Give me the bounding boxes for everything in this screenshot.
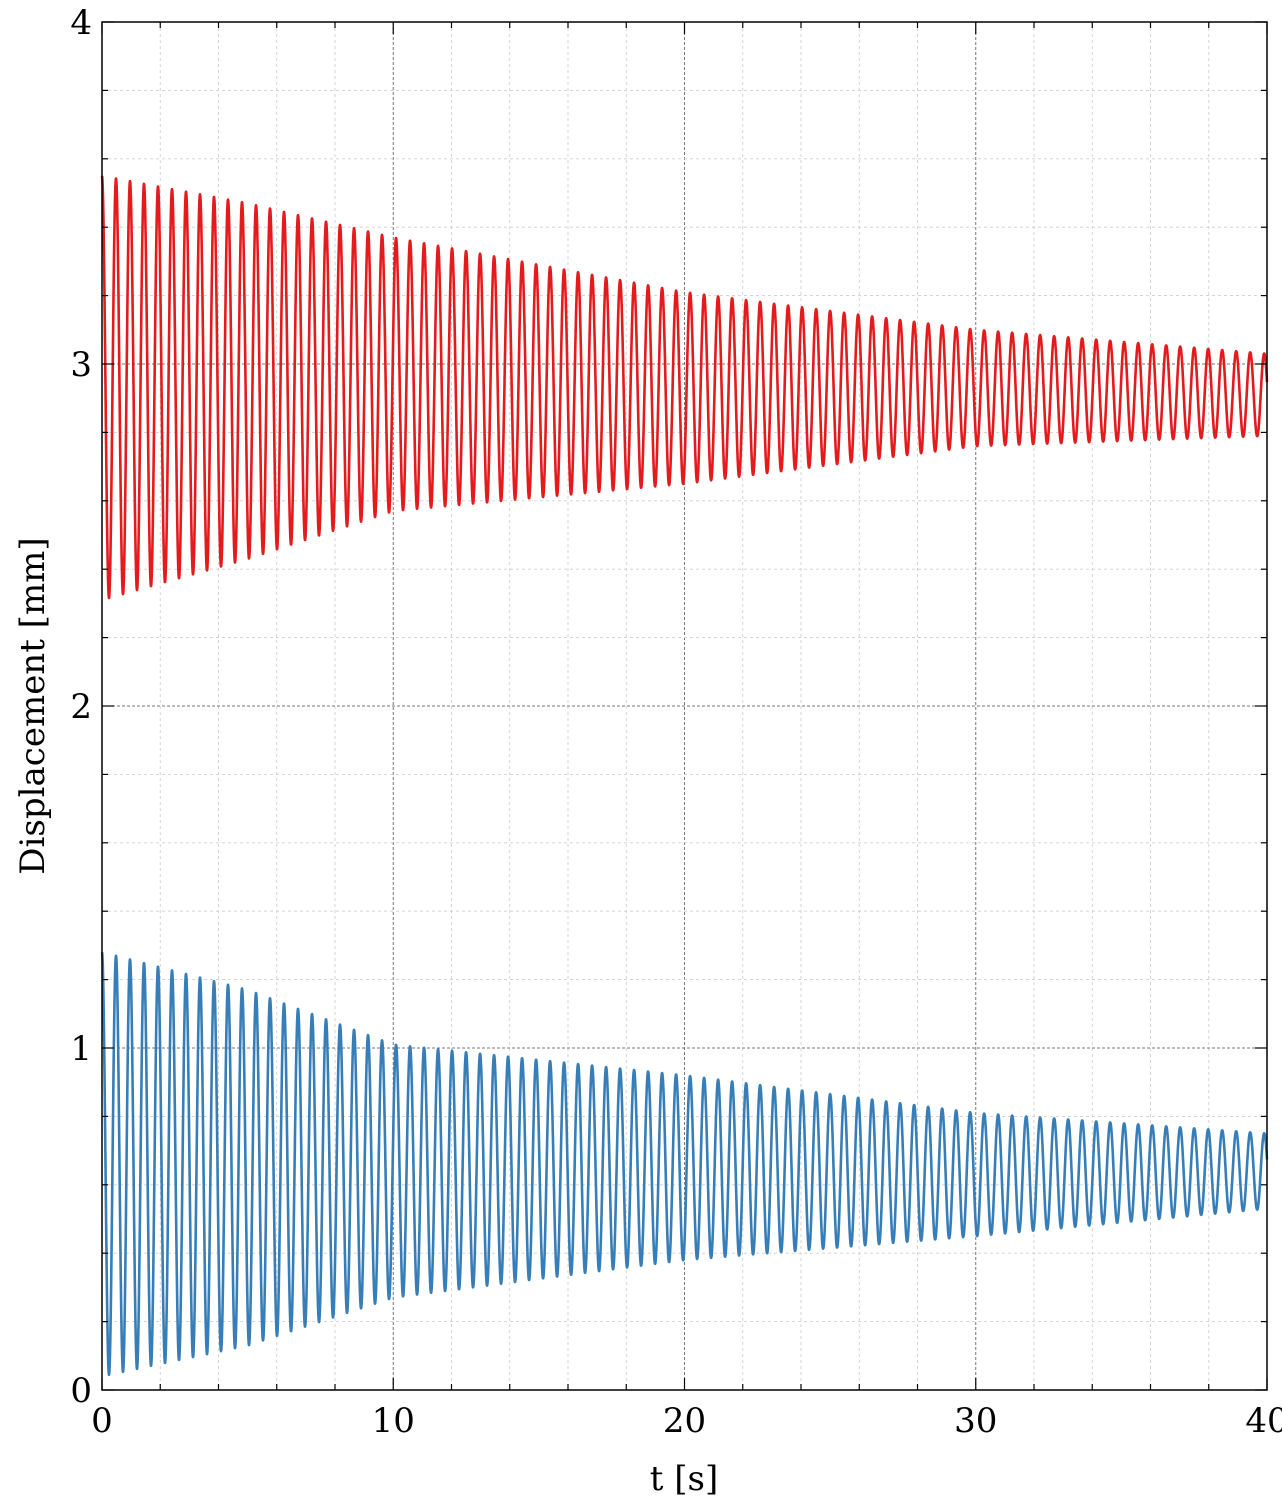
y-tick-label: 2: [70, 687, 92, 727]
x-tick-label: 10: [372, 1401, 415, 1441]
x-tick-label: 0: [91, 1401, 113, 1441]
series-line-2: [100, 951, 1269, 1377]
series-line-1: [100, 175, 1269, 600]
y-tick-label: 3: [70, 345, 92, 385]
ticks: [101, 21, 1268, 1391]
y-axis-label: Displacement [mm]: [13, 537, 53, 874]
y-tick-label: 4: [70, 3, 92, 43]
y-tick-label: 0: [70, 1371, 92, 1411]
tick-labels: 0 10 20 30 40 0 1 2 3 4: [70, 3, 1282, 1441]
x-tick-label: 20: [663, 1401, 706, 1441]
x-tick-label: 30: [954, 1401, 997, 1441]
y-tick-label: 1: [70, 1029, 92, 1069]
series-layer: [100, 175, 1269, 1377]
x-axis-label: t [s]: [650, 1459, 718, 1499]
x-tick-label: 40: [1245, 1401, 1282, 1441]
